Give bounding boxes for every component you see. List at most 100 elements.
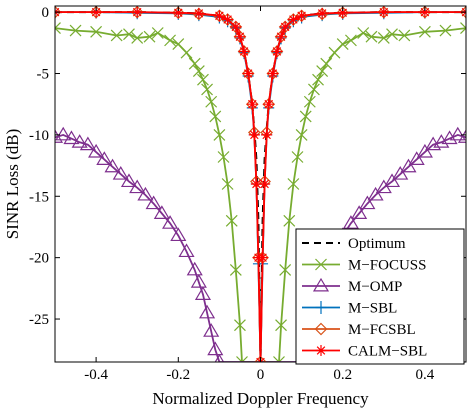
- data-point: [274, 30, 288, 44]
- x-tick-label: -0.2: [166, 367, 190, 383]
- data-point: [205, 95, 218, 108]
- data-point: [164, 34, 177, 47]
- data-point: [357, 27, 370, 39]
- data-point: [162, 215, 179, 229]
- legend: Optimum M−FOCUSS M−OMP M−SBL M−FCSBL CALM−SBL: [295, 228, 465, 365]
- legend-label: M−OMP: [348, 279, 402, 295]
- data-point: [278, 20, 292, 34]
- data-point: [234, 31, 246, 43]
- legend-entry: M−FOCUSS: [302, 258, 427, 274]
- data-point: [287, 178, 300, 190]
- data-point: [192, 65, 205, 77]
- data-point: [229, 264, 242, 276]
- data-point: [275, 31, 287, 43]
- data-point: [392, 165, 409, 180]
- data-point: [439, 24, 452, 37]
- data-point: [213, 9, 226, 23]
- legend-swatch-marker: [315, 345, 327, 356]
- data-point: [267, 68, 279, 80]
- data-point: [283, 214, 296, 227]
- data-point: [257, 252, 269, 264]
- data-point: [315, 7, 329, 21]
- data-point: [337, 7, 349, 19]
- legend-box: [295, 228, 465, 365]
- data-point: [238, 45, 250, 57]
- data-point: [441, 130, 458, 145]
- data-point: [203, 323, 220, 337]
- data-point: [197, 73, 209, 86]
- data-point: [194, 286, 212, 300]
- data-point: [213, 10, 225, 22]
- data-point: [209, 110, 222, 123]
- data-point: [312, 73, 324, 86]
- data-point: [131, 31, 144, 44]
- legend-entry: CALM−SBL: [302, 344, 427, 360]
- data-point: [234, 319, 246, 332]
- data-point: [295, 128, 308, 141]
- data-point: [254, 355, 267, 362]
- data-point: [225, 214, 238, 227]
- data-point: [112, 165, 129, 180]
- series-5: [55, 6, 466, 362]
- data-point: [303, 95, 316, 108]
- legend-entry: M−FCSBL: [302, 322, 416, 338]
- data-point: [250, 178, 262, 190]
- ticks-layer: -0.4 -0.2 0 0.2 0.4 0 -5 -10 -15 -20 -25: [29, 5, 466, 383]
- data-point: [222, 14, 234, 26]
- data-point: [271, 45, 283, 57]
- data-point: [287, 14, 299, 26]
- legend-label: CALM−SBL: [348, 344, 427, 360]
- data-point: [63, 130, 80, 145]
- data-point: [351, 205, 368, 219]
- data-point: [172, 7, 184, 19]
- series-line: [55, 133, 466, 362]
- legend-label: M−SBL: [348, 301, 397, 317]
- data-point: [229, 20, 243, 34]
- data-point: [365, 30, 378, 43]
- data-point: [386, 28, 398, 41]
- data-point: [320, 57, 333, 70]
- data-point: [308, 83, 320, 96]
- data-point: [55, 6, 62, 19]
- data-point: [416, 143, 433, 158]
- data-point: [180, 46, 193, 59]
- data-point: [131, 6, 143, 18]
- data-point: [69, 24, 82, 37]
- data-point: [221, 178, 234, 190]
- data-point: [279, 264, 292, 276]
- data-point: [153, 205, 170, 219]
- series-1: [55, 22, 466, 362]
- data-point: [378, 6, 390, 18]
- data-point: [186, 261, 203, 276]
- data-point: [296, 10, 308, 22]
- data-point: [201, 83, 213, 96]
- data-point: [190, 274, 207, 288]
- data-point: [459, 6, 466, 19]
- data-point: [207, 341, 224, 356]
- data-point: [419, 6, 431, 18]
- data-point: [295, 9, 308, 23]
- legend-entry: M−SBL: [302, 301, 397, 317]
- y-tick-label: -20: [29, 251, 49, 267]
- data-point: [55, 22, 61, 35]
- data-point: [79, 136, 96, 151]
- data-point: [188, 57, 201, 70]
- data-point: [299, 110, 312, 123]
- data-point: [213, 128, 226, 141]
- data-point: [193, 7, 205, 19]
- data-point: [259, 178, 271, 190]
- data-point: [449, 126, 466, 141]
- data-point: [457, 129, 466, 143]
- data-point: [275, 319, 287, 332]
- data-point: [217, 151, 230, 163]
- x-tick-label: 0.2: [333, 367, 352, 383]
- data-point: [316, 7, 328, 19]
- legend-entry: Optimum: [302, 236, 406, 252]
- data-point: [383, 173, 401, 188]
- data-point: [336, 38, 349, 50]
- data-point: [170, 227, 187, 242]
- data-point: [398, 29, 411, 42]
- legend-swatch-marker: [314, 322, 328, 336]
- data-point: [90, 6, 102, 18]
- x-axis-label: Normalized Doppler Frequency: [152, 389, 369, 408]
